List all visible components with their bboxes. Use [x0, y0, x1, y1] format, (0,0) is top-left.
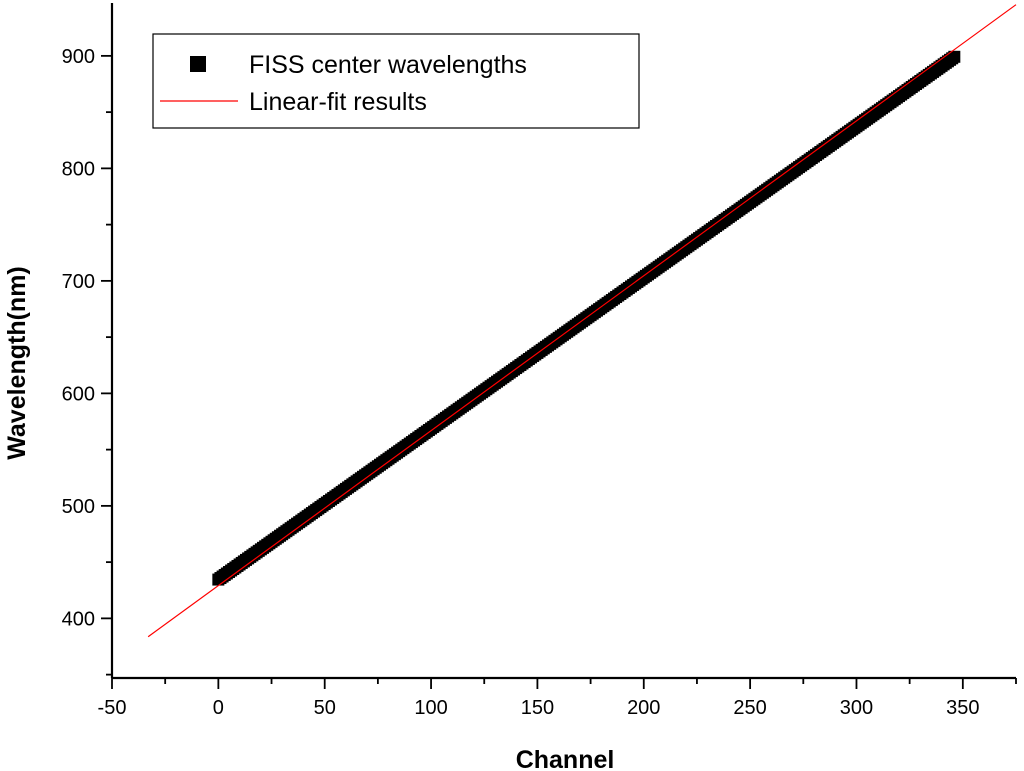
legend-entry-linear-fit: Linear-fit results — [249, 88, 427, 116]
x-tick-label: -50 — [98, 697, 127, 719]
tick-marks — [101, 54, 1017, 689]
x-tick-label: 150 — [521, 697, 554, 719]
y-tick-label: 900 — [62, 46, 95, 68]
data-point — [948, 50, 961, 63]
y-tick-label: 600 — [62, 383, 95, 405]
y-tick-label: 500 — [62, 496, 95, 518]
axes — [110, 3, 1016, 680]
y-axis-title: Wavelength(nm) — [3, 266, 31, 460]
x-tick-label: 350 — [946, 697, 979, 719]
x-tick-label: 200 — [627, 697, 660, 719]
tick-labels: -50 0 50 100 150 200 250 300 350 400 500 600 700 800 9… — [62, 46, 980, 719]
x-tick-label: 0 — [213, 697, 224, 719]
legend-marker-square — [190, 56, 206, 72]
y-tick-label: 400 — [62, 608, 95, 630]
y-tick-label: 700 — [62, 271, 95, 293]
legend-box — [152, 33, 640, 129]
plot-area — [147, 4, 1017, 638]
legend: FISS center wavelengths Linear-fit resul… — [152, 33, 640, 129]
y-tick-label: 800 — [62, 158, 95, 180]
x-axis-title: Channel — [516, 746, 615, 771]
legend-entry-fiss: FISS center wavelengths — [249, 51, 527, 79]
x-tick-label: 100 — [414, 697, 447, 719]
series-linear-fit-line — [147, 4, 1017, 638]
x-tick-label: 250 — [733, 697, 766, 719]
x-tick-label: 50 — [314, 697, 336, 719]
x-tick-label: 300 — [840, 697, 873, 719]
